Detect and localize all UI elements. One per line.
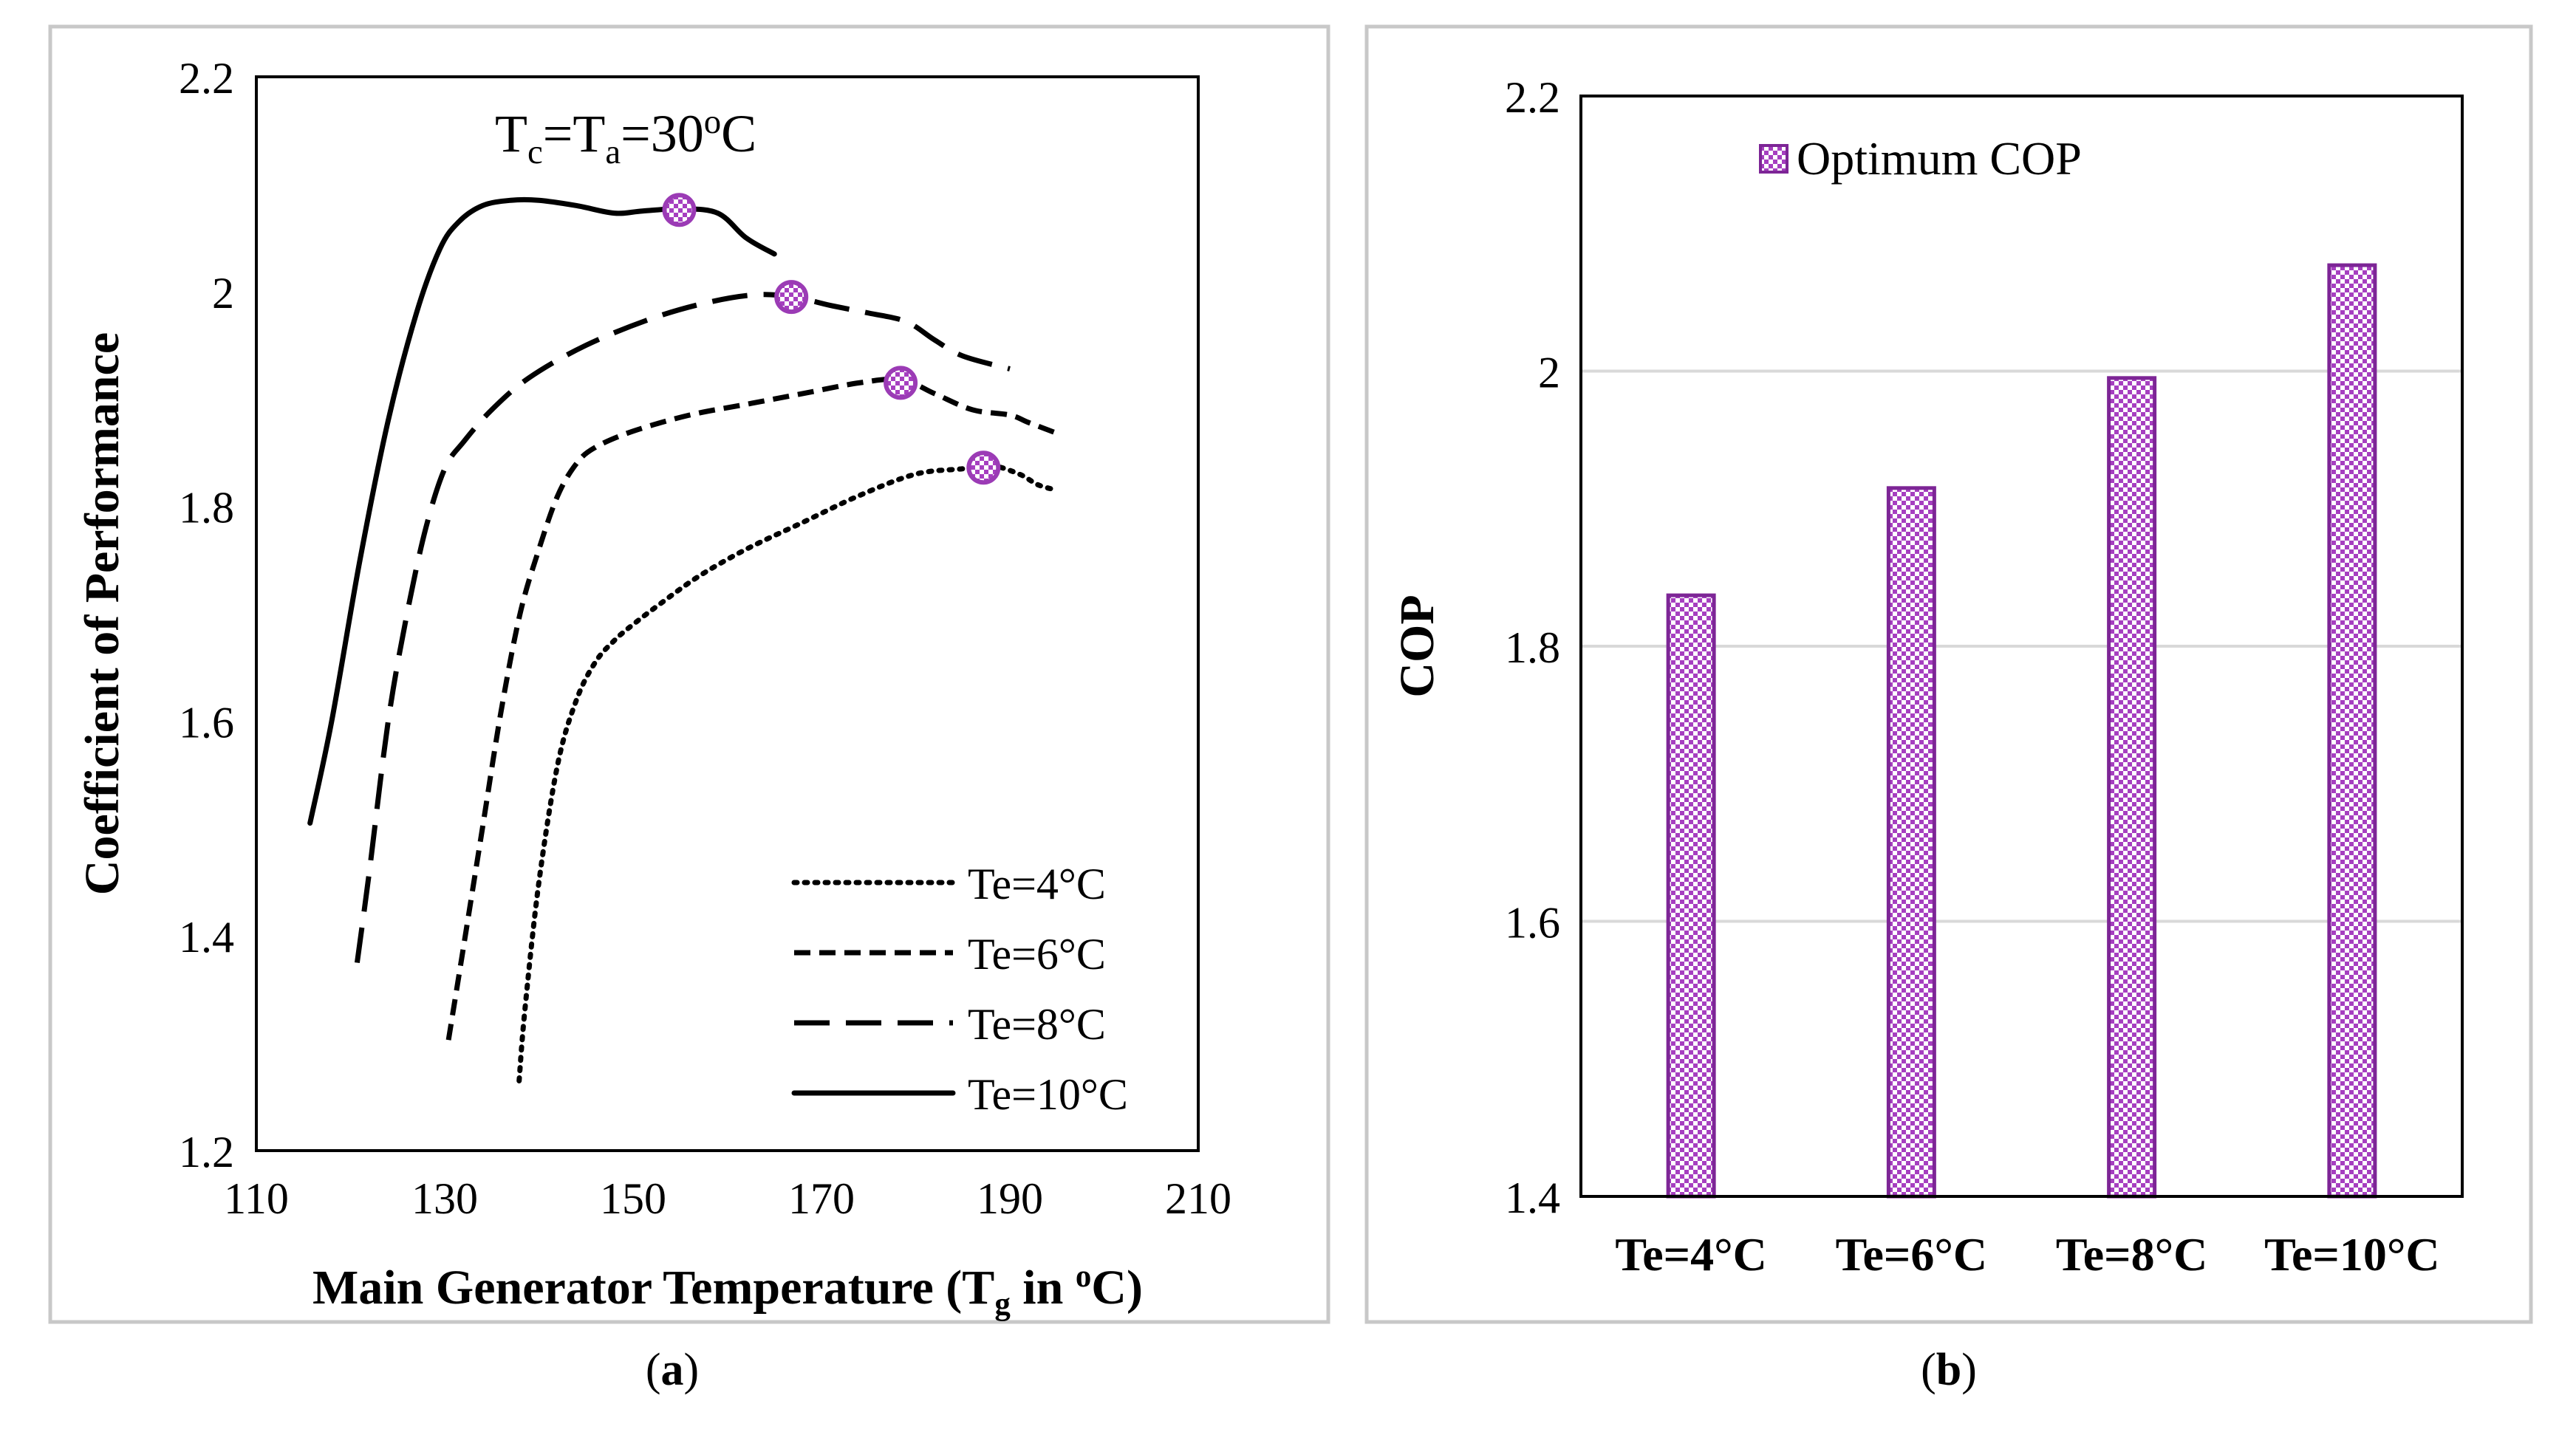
panel-a-y-label: Coefficient of Performance <box>75 332 129 895</box>
panel-a-legend: Te=4°C Te=6°C Te=8°C Te=10°C <box>791 860 1128 1119</box>
panel-b-y-label: COP <box>1390 595 1444 697</box>
x-tick-label: 190 <box>977 1174 1043 1223</box>
optimum-marker-te-8-c <box>774 280 809 315</box>
x-tick-label: Te=10°C <box>2264 1228 2440 1281</box>
y-tick-label: 1.4 <box>179 913 234 962</box>
panel-b-y-axis: 1.4 1.6 1.8 2 2.2 <box>1505 73 1560 1222</box>
y-tick-label: 1.2 <box>179 1128 234 1176</box>
optimum-marker-te-4-c <box>966 451 1001 485</box>
bar-te-10-c <box>2327 263 2377 1199</box>
y-tick-label: 1.8 <box>1505 623 1560 672</box>
legend-label-te-10-c: Te=10°C <box>968 1070 1128 1119</box>
optimum-marker-te-6-c <box>884 366 918 400</box>
legend-label: Optimum COP <box>1797 132 2082 185</box>
caption-a: (a) <box>645 1345 700 1395</box>
panel-a-optimum-markers <box>662 193 1001 485</box>
x-tick-label: Te=4°C <box>1615 1228 1767 1281</box>
y-tick-label: 2.2 <box>179 54 234 103</box>
legend-swatch <box>1759 144 1788 174</box>
panel-a: 1.2 1.4 1.6 1.8 2 2.2 110 130 150 170 190 210 Te=4… <box>48 24 1330 1324</box>
panel-b-bars <box>1666 263 2377 1199</box>
series-line-te-8-c <box>354 292 1011 964</box>
panel-b-x-axis: Te=4°C Te=6°C Te=8°C Te=10°C <box>1615 1228 2439 1281</box>
panel-b-legend: Optimum COP <box>1759 132 2082 185</box>
panel-b-gridlines <box>1581 369 2462 923</box>
panel-a-y-axis: 1.2 1.4 1.6 1.8 2 2.2 <box>179 54 234 1176</box>
y-tick-label: 1.6 <box>179 698 234 747</box>
y-tick-label: 2 <box>212 269 234 318</box>
panel-b: 1.41.61.822.2 Te=4°C Te=6°C Te=8°C Te=10°C … <box>1364 24 2533 1324</box>
panel-a-frame <box>48 24 1330 1324</box>
panel-a-x-axis: 110 130 150 170 190 210 <box>224 1174 1231 1223</box>
legend-label-te-6-c: Te=6°C <box>968 930 1106 979</box>
y-tick-label: 1.4 <box>1505 1174 1560 1222</box>
panel-b-plot-area <box>1579 95 2464 1198</box>
x-tick-label: Te=8°C <box>2056 1228 2208 1281</box>
caption-b: (b) <box>1921 1345 1977 1395</box>
panel-a-x-label: Main Generator Temperature (Tg​ in oC) <box>312 1259 1143 1322</box>
y-tick-label: 2 <box>1538 349 1560 397</box>
bar-te-8-c <box>2107 376 2157 1199</box>
bar-te-4-c <box>1666 593 1716 1199</box>
y-tick-label: 1.6 <box>1505 899 1560 948</box>
x-tick-label: 150 <box>600 1174 666 1223</box>
y-tick-label: 2.2 <box>1505 73 1560 122</box>
panel-a-plot-area <box>255 75 1200 1152</box>
legend-label-te-8-c: Te=8°C <box>968 1000 1106 1049</box>
x-tick-label: 130 <box>411 1174 478 1223</box>
legend-label-te-4-c: Te=4°C <box>968 860 1106 908</box>
x-tick-label: Te=6°C <box>1836 1228 1988 1281</box>
optimum-marker-te-10-c <box>662 193 697 227</box>
x-tick-label: 210 <box>1165 1174 1231 1223</box>
bar-te-6-c <box>1886 486 1936 1199</box>
x-tick-label: 110 <box>224 1174 289 1223</box>
series-line-te-6-c <box>445 376 1058 1041</box>
y-tick-label: 1.8 <box>179 484 234 532</box>
x-tick-label: 170 <box>788 1174 855 1223</box>
panel-a-annotation: Tc​=Ta​=30oC <box>495 103 756 171</box>
